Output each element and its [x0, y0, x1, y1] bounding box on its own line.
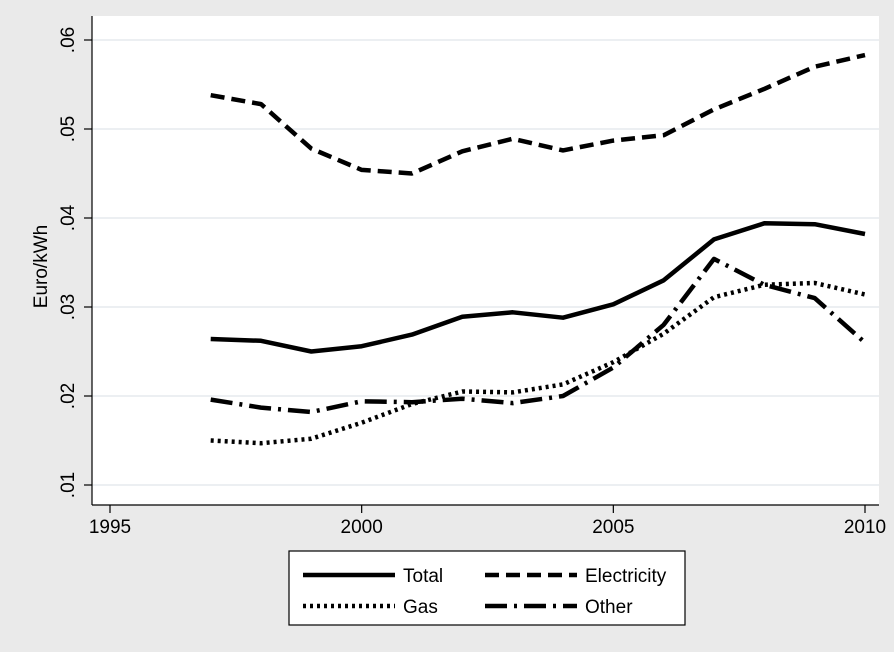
axes: .01 .02 .03 .04 .05 .06 1995 2000 2005 2010: [58, 16, 886, 538]
y-tick-label: .05: [58, 116, 79, 142]
x-tick-label: 2010: [844, 517, 886, 538]
legend: Total Electricity Gas Other: [288, 550, 686, 626]
legend-label-gas: Gas: [403, 597, 438, 618]
y-tick-label: .04: [58, 204, 79, 231]
legend-label-other: Other: [585, 597, 633, 618]
grid-lines: [92, 39, 879, 486]
series-lines: [210, 52, 867, 446]
x-tick-label: 2005: [592, 517, 634, 538]
y-tick-label: .01: [58, 472, 79, 498]
y-tick-label: .06: [58, 27, 79, 53]
legend-label-electricity: Electricity: [585, 566, 667, 587]
x-tick-label: 2000: [341, 517, 383, 538]
legend-label-total: Total: [403, 566, 443, 587]
y-tick-label: .03: [58, 294, 79, 320]
y-axis-title: Euro/kWh: [31, 225, 52, 308]
legend-box: [288, 550, 686, 626]
series-line-other: [210, 256, 867, 415]
y-tick-label: .02: [58, 383, 79, 409]
series-line-total: [210, 221, 866, 354]
series-line-electricity: [210, 52, 866, 176]
x-tick-label: 1995: [89, 517, 131, 538]
